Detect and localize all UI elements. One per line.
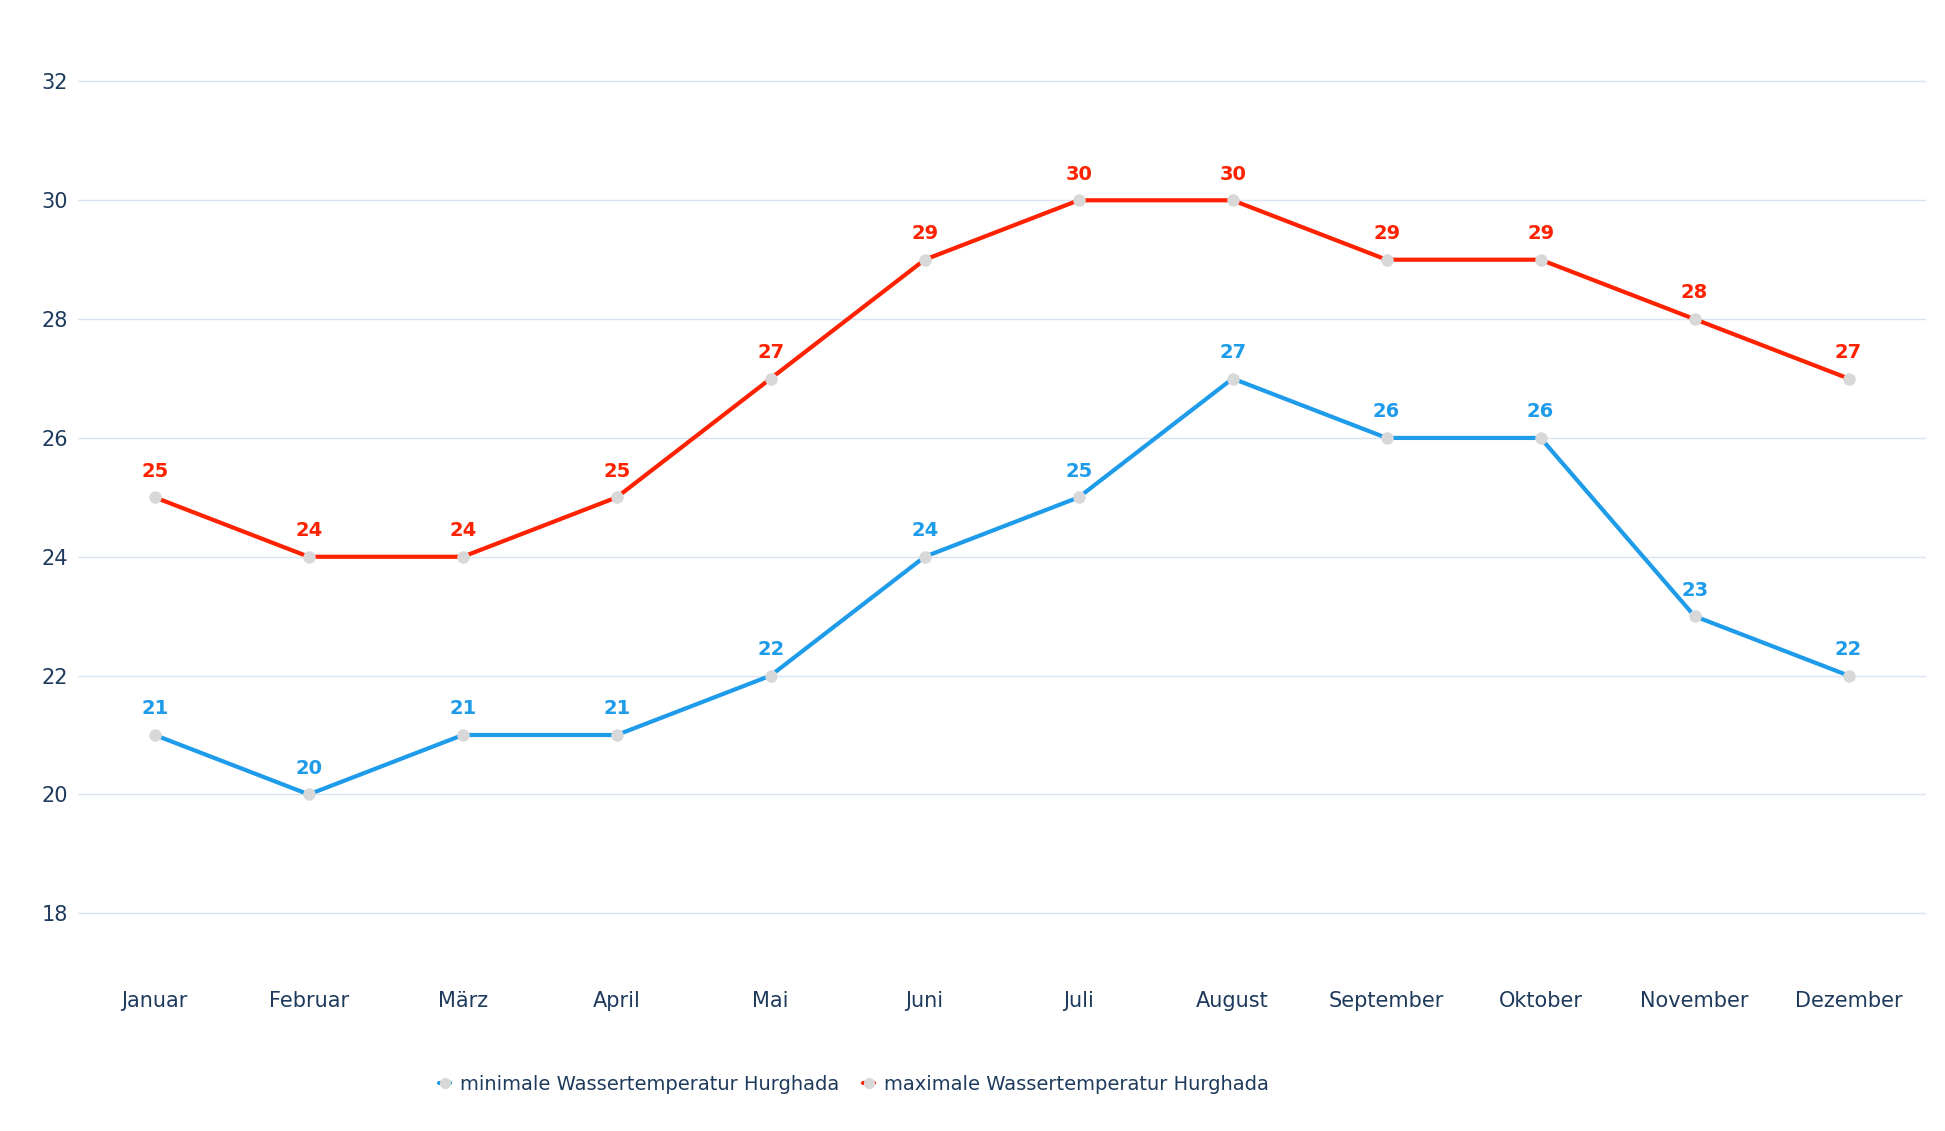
- Text: 28: 28: [1680, 284, 1708, 302]
- Text: 26: 26: [1373, 403, 1400, 421]
- minimale Wassertemperatur Hurghada: [1529, 431, 1552, 444]
- Legend: minimale Wassertemperatur Hurghada, maximale Wassertemperatur Hurghada: minimale Wassertemperatur Hurghada, maxi…: [432, 1067, 1276, 1102]
- maximale Wassertemperatur Hurghada: [1682, 312, 1706, 326]
- maximale Wassertemperatur Hurghada: [1836, 372, 1859, 386]
- Line: minimale Wassertemperatur Hurghada: minimale Wassertemperatur Hurghada: [148, 372, 1856, 801]
- Text: 25: 25: [603, 461, 630, 481]
- Text: 30: 30: [1220, 165, 1247, 183]
- Text: 26: 26: [1527, 403, 1554, 421]
- maximale Wassertemperatur Hurghada: [912, 253, 936, 267]
- maximale Wassertemperatur Hurghada: [1375, 253, 1398, 267]
- minimale Wassertemperatur Hurghada: [1682, 610, 1706, 623]
- Text: 25: 25: [1066, 461, 1093, 481]
- maximale Wassertemperatur Hurghada: [1221, 193, 1245, 207]
- Text: 27: 27: [1220, 343, 1247, 362]
- minimale Wassertemperatur Hurghada: [759, 668, 782, 682]
- Text: 27: 27: [757, 343, 784, 362]
- maximale Wassertemperatur Hurghada: [144, 491, 167, 504]
- minimale Wassertemperatur Hurghada: [144, 728, 167, 742]
- Text: 25: 25: [142, 461, 169, 481]
- Line: maximale Wassertemperatur Hurghada: maximale Wassertemperatur Hurghada: [148, 195, 1856, 563]
- Text: 24: 24: [296, 521, 323, 541]
- Text: 29: 29: [1527, 224, 1554, 243]
- minimale Wassertemperatur Hurghada: [1836, 668, 1859, 682]
- maximale Wassertemperatur Hurghada: [1068, 193, 1091, 207]
- Text: 27: 27: [1834, 343, 1861, 362]
- maximale Wassertemperatur Hurghada: [605, 491, 628, 504]
- Text: 23: 23: [1680, 580, 1708, 599]
- Text: 22: 22: [757, 640, 784, 659]
- maximale Wassertemperatur Hurghada: [759, 372, 782, 386]
- maximale Wassertemperatur Hurghada: [298, 550, 321, 563]
- minimale Wassertemperatur Hurghada: [1068, 491, 1091, 504]
- Text: 24: 24: [449, 521, 477, 541]
- minimale Wassertemperatur Hurghada: [298, 787, 321, 801]
- minimale Wassertemperatur Hurghada: [1221, 372, 1245, 386]
- Text: 24: 24: [910, 521, 937, 541]
- Text: 22: 22: [1834, 640, 1861, 659]
- minimale Wassertemperatur Hurghada: [605, 728, 628, 742]
- maximale Wassertemperatur Hurghada: [1529, 253, 1552, 267]
- Text: 30: 30: [1066, 165, 1091, 183]
- minimale Wassertemperatur Hurghada: [451, 728, 475, 742]
- Text: 21: 21: [142, 699, 169, 718]
- Text: 29: 29: [1373, 224, 1400, 243]
- minimale Wassertemperatur Hurghada: [912, 550, 936, 563]
- Text: 29: 29: [910, 224, 937, 243]
- minimale Wassertemperatur Hurghada: [1375, 431, 1398, 444]
- Text: 21: 21: [603, 699, 630, 718]
- maximale Wassertemperatur Hurghada: [451, 550, 475, 563]
- Text: 20: 20: [296, 759, 323, 778]
- Text: 21: 21: [449, 699, 477, 718]
